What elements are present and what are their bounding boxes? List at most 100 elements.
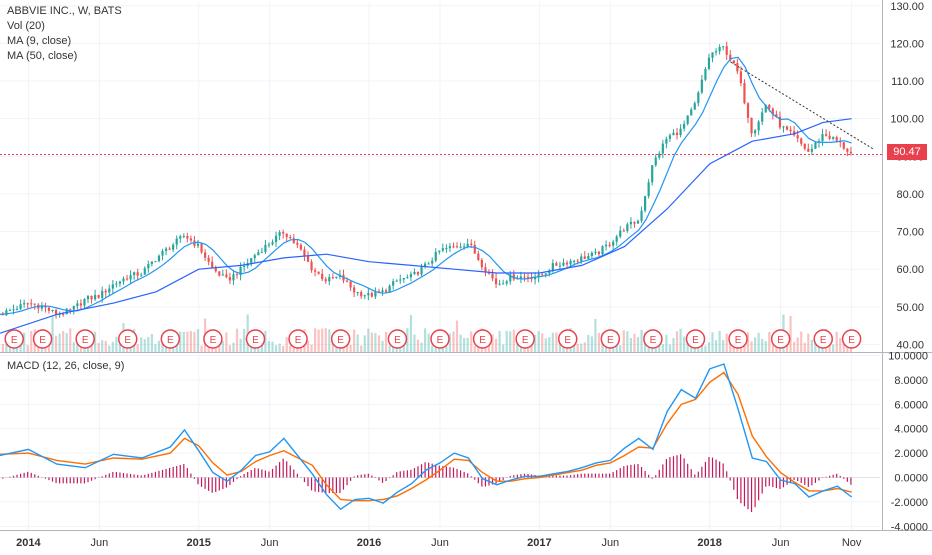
- candle-body: [651, 165, 654, 183]
- volume-bar: [711, 332, 714, 352]
- macd-tick-label: 2.0000: [894, 448, 928, 460]
- candle-body: [810, 148, 813, 152]
- volume-bar: [377, 335, 381, 352]
- macd-indicator-label[interactable]: MACD (12, 26, close, 9): [7, 360, 125, 372]
- volume-bar: [154, 344, 157, 352]
- earnings-marker[interactable]: E: [430, 329, 450, 349]
- volume-bar: [65, 332, 68, 352]
- volume-bar: [587, 334, 590, 352]
- candle-body: [434, 251, 437, 261]
- ma9-indicator-label[interactable]: MA (9, close): [7, 35, 72, 47]
- earnings-marker[interactable]: E: [728, 329, 748, 349]
- volume-bar: [58, 333, 61, 352]
- volume-bar: [636, 337, 640, 352]
- candle-body: [647, 182, 650, 197]
- earnings-marker[interactable]: E: [32, 329, 53, 349]
- earnings-marker[interactable]: E: [330, 329, 351, 349]
- macd-tick-label: -2.0000: [891, 497, 928, 509]
- volume-bar: [30, 330, 33, 352]
- candle-body: [828, 135, 831, 139]
- earnings-marker[interactable]: E: [600, 329, 621, 349]
- earnings-marker[interactable]: E: [813, 329, 833, 349]
- earnings-marker-circle: [770, 329, 791, 349]
- candle-body: [718, 46, 721, 52]
- earnings-marker[interactable]: E: [245, 329, 266, 349]
- candle-body: [463, 246, 466, 248]
- volume-bar: [1, 343, 4, 352]
- earnings-marker[interactable]: E: [643, 329, 663, 349]
- earnings-marker[interactable]: E: [515, 329, 535, 349]
- earnings-marker[interactable]: E: [472, 329, 493, 349]
- earnings-marker-label: E: [607, 335, 614, 346]
- candle-body: [278, 232, 281, 236]
- volume-bar: [289, 345, 292, 352]
- earnings-marker[interactable]: E: [770, 329, 791, 349]
- volume-bar: [392, 343, 395, 352]
- symbol-label[interactable]: ABBVIE INC., W, BATS: [7, 5, 122, 17]
- earnings-marker[interactable]: E: [160, 329, 181, 349]
- earnings-marker[interactable]: E: [4, 329, 24, 349]
- candle-body: [172, 244, 175, 250]
- volume-bar: [576, 343, 579, 352]
- candle-body: [533, 277, 537, 280]
- macd-tick-label: 4.0000: [894, 424, 928, 436]
- candle-body: [768, 104, 771, 109]
- volume-bar: [157, 340, 161, 352]
- candle-body: [427, 263, 430, 265]
- candle-body: [26, 303, 29, 305]
- ma50-indicator-label[interactable]: MA (50, close): [7, 50, 78, 62]
- candle-body: [182, 236, 185, 238]
- candle-body: [161, 250, 164, 256]
- volume-bar: [5, 344, 8, 352]
- earnings-marker[interactable]: E: [557, 329, 578, 349]
- candle-body: [544, 273, 547, 275]
- volume-bar: [753, 337, 757, 352]
- earnings-marker-circle: [685, 329, 706, 349]
- candle-body: [406, 277, 409, 279]
- vol-indicator-label[interactable]: Vol (20): [7, 20, 45, 32]
- candle-body: [470, 243, 473, 246]
- candle-body: [739, 71, 743, 84]
- earnings-marker[interactable]: E: [685, 329, 706, 349]
- candle-body: [541, 274, 544, 276]
- earnings-marker-label: E: [692, 335, 699, 346]
- earnings-marker[interactable]: E: [203, 329, 223, 349]
- volume-bar: [228, 345, 232, 352]
- earnings-marker[interactable]: E: [288, 329, 308, 349]
- volume-bar: [356, 334, 359, 352]
- volume-bar: [718, 330, 721, 352]
- time-tick-label: 2016: [357, 537, 381, 549]
- volume-bar: [420, 342, 423, 352]
- candle-body: [40, 306, 43, 309]
- candle-body: [23, 303, 26, 305]
- volume-bar: [111, 341, 114, 352]
- earnings-marker[interactable]: E: [841, 329, 862, 349]
- candle-body: [775, 114, 778, 117]
- candle-body: [395, 280, 398, 282]
- earnings-marker[interactable]: E: [117, 329, 138, 349]
- volume-bar: [69, 328, 72, 352]
- volume-bar: [544, 338, 547, 352]
- candle-body: [360, 292, 363, 297]
- candle-body: [711, 52, 714, 58]
- volume-bar: [186, 331, 189, 352]
- candle-body: [746, 103, 750, 118]
- candle-body: [186, 236, 189, 239]
- volume-bar: [282, 345, 285, 352]
- volume-bar: [629, 338, 633, 352]
- candle-body: [111, 284, 114, 289]
- earnings-marker[interactable]: E: [75, 329, 95, 349]
- volume-bar: [23, 332, 26, 352]
- volume-bar: [597, 332, 601, 352]
- macd-signal-line: [0, 371, 852, 502]
- candle-body: [690, 109, 693, 116]
- candle-body: [399, 279, 402, 281]
- earnings-marker[interactable]: E: [387, 329, 408, 349]
- candle-body: [313, 270, 317, 272]
- volume-bar: [164, 345, 168, 352]
- candle-body: [335, 276, 338, 279]
- macd-tick-label: 0.0000: [894, 473, 928, 485]
- candle-body: [271, 242, 274, 245]
- volume-bar: [832, 344, 835, 352]
